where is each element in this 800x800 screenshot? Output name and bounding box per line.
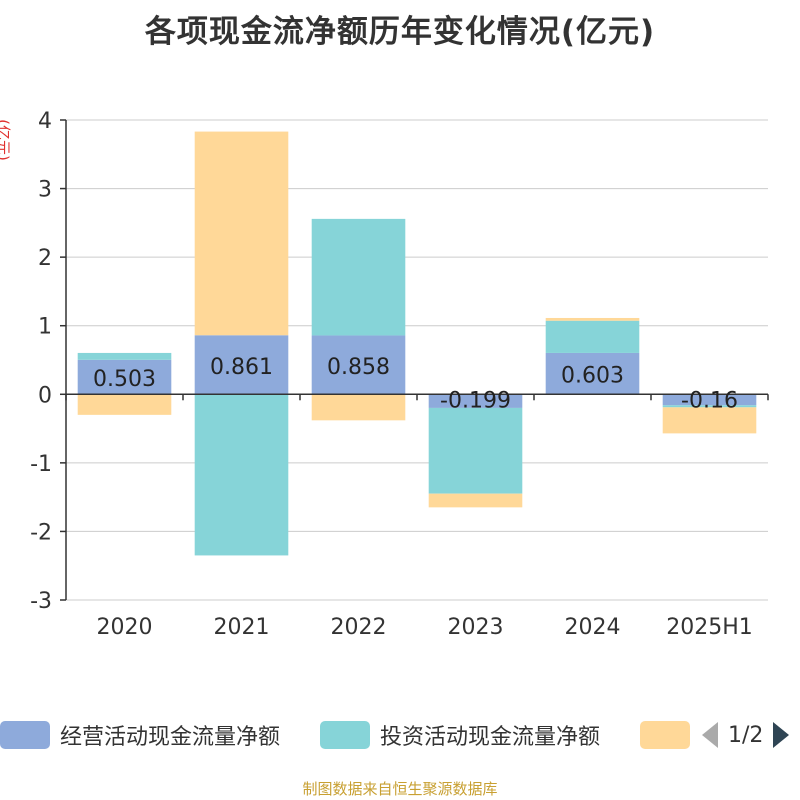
y-tick-label: 0	[38, 383, 52, 408]
legend-swatch	[0, 721, 50, 749]
bar-segment	[194, 131, 289, 336]
y-tick-label: 4	[38, 109, 52, 134]
source-footer: 制图数据来自恒生聚源数据库	[302, 780, 498, 798]
bar-segment	[662, 405, 757, 408]
legend-label: 投资活动现金流量净额	[380, 725, 601, 750]
bar-segment	[194, 394, 289, 556]
x-tick-label: 2022	[331, 615, 387, 640]
bar-segment	[662, 407, 757, 434]
chart-title: 各项现金流净额历年变化情况(亿元)	[144, 14, 656, 50]
bar-segment	[545, 352, 640, 395]
x-tick-label: 2024	[565, 615, 621, 640]
y-tick-label: -3	[30, 589, 52, 614]
legend-item-financing[interactable]	[640, 713, 690, 757]
bar-segment	[545, 320, 640, 353]
bar-segment	[311, 335, 406, 395]
data-labels: 0.503 0.861 0.858 -0.199 0.603 -0.16	[93, 355, 738, 414]
legend-item-operating[interactable]: 经营活动现金流量净额	[0, 713, 280, 757]
data-label: -0.199	[440, 388, 511, 413]
y-tick-label: 3	[38, 178, 52, 203]
x-tick-label: 2021	[214, 615, 270, 640]
legend-swatch	[640, 721, 690, 749]
y-tick-label: 2	[38, 246, 52, 271]
bar-segment	[311, 394, 406, 421]
data-label: -0.16	[681, 388, 738, 413]
bar-segment	[662, 394, 757, 406]
y-axis-label: (亿元)	[0, 119, 12, 161]
grid-lines	[66, 119, 768, 601]
y-tick-label: -2	[30, 520, 52, 545]
legend-swatch	[320, 721, 370, 749]
y-tick-label: -1	[30, 452, 52, 477]
y-tick-label: 1	[38, 315, 52, 340]
bar-segment	[311, 218, 406, 336]
x-tick-label: 2023	[448, 615, 504, 640]
legend: 经营活动现金流量净额 投资活动现金流量净额 1/2	[0, 713, 800, 757]
legend-item-investing[interactable]: 投资活动现金流量净额	[320, 713, 600, 757]
data-label: 0.603	[561, 364, 624, 389]
legend-label: 经营活动现金流量净额	[60, 725, 281, 750]
bar-segment	[77, 352, 172, 360]
bar-segment	[77, 394, 172, 415]
next-page-icon[interactable]	[773, 722, 790, 748]
cash-flow-chart: 4 3 2 1 0 -1 -2 -3 2020 2021 2022 2023 2024 2025H1 0.…	[0, 109, 769, 640]
bar-segment	[428, 394, 523, 408]
legend-pager: 1/2	[702, 713, 790, 757]
data-label: 0.858	[327, 355, 390, 380]
data-label: 0.861	[210, 355, 273, 380]
bars	[77, 131, 757, 556]
bar-segment	[428, 407, 523, 494]
x-tick-label: 2020	[97, 615, 153, 640]
x-tick-label: 2025H1	[666, 615, 753, 640]
prev-page-icon[interactable]	[702, 722, 718, 748]
legend-page-number: 1/2	[728, 722, 764, 748]
bar-segment	[194, 335, 289, 395]
bar-segment	[545, 317, 640, 321]
bar-segment	[77, 359, 172, 395]
axes: 4 3 2 1 0 -1 -2 -3 2020 2021 2022 2023 2024 2025H1	[30, 109, 769, 640]
data-label: 0.503	[93, 367, 156, 392]
bar-segment	[428, 493, 523, 508]
